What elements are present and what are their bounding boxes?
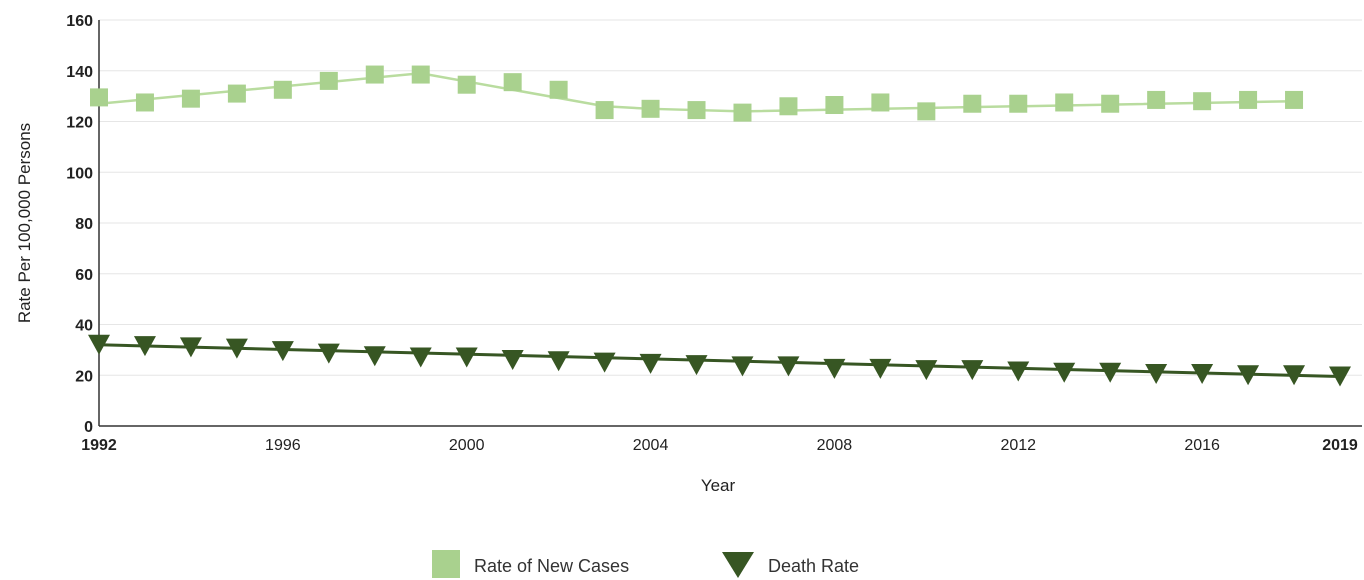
data-point-triangle <box>593 352 616 373</box>
data-point-square <box>90 88 108 107</box>
x-tick-label: 2000 <box>449 437 485 454</box>
data-point-triangle <box>225 338 248 359</box>
x-tick-label: 2016 <box>1184 437 1220 454</box>
data-point-triangle <box>1283 365 1306 386</box>
series-line <box>98 343 1341 379</box>
x-axis-title: Year <box>701 476 736 495</box>
data-point-triangle <box>317 343 340 364</box>
data-point-square <box>1147 90 1166 109</box>
y-tick-label: 100 <box>66 165 93 182</box>
y-tick-label: 160 <box>66 13 93 30</box>
series-lines <box>98 72 1341 379</box>
x-tick-label: 2019 <box>1322 437 1358 454</box>
legend-label: Death Rate <box>768 556 859 576</box>
data-point-triangle <box>547 351 570 372</box>
x-tick-label: 2012 <box>1000 437 1036 454</box>
data-point-square <box>1239 90 1258 109</box>
data-point-triangle <box>823 358 846 379</box>
data-point-triangle <box>685 355 708 376</box>
legend-swatch-square <box>432 550 460 578</box>
data-point-triangle <box>179 337 202 358</box>
data-point-triangle <box>455 347 478 368</box>
data-point-square <box>871 93 890 112</box>
legend-label: Rate of New Cases <box>474 556 629 576</box>
data-point-square <box>1055 93 1074 112</box>
data-point-square <box>549 80 568 99</box>
x-tick-label: 1992 <box>81 437 117 454</box>
x-tick-label: 1996 <box>265 437 301 454</box>
data-point-triangle <box>363 346 386 367</box>
axes <box>98 20 1362 427</box>
y-tick-label: 60 <box>75 267 93 284</box>
data-point-square <box>135 93 154 112</box>
data-point-square <box>319 71 338 90</box>
data-point-square <box>687 101 706 120</box>
data-point-square <box>503 73 522 92</box>
x-tick-label: 2004 <box>633 437 669 454</box>
data-point-square <box>1193 92 1212 111</box>
axis-labels: 0 20 40 60 80 100 120 140 160 1992 1996 2000 2004 200… <box>66 13 1358 454</box>
data-point-triangle <box>1237 365 1260 386</box>
data-point-triangle <box>133 336 156 357</box>
data-point-square <box>963 94 982 113</box>
data-point-square <box>779 97 798 116</box>
data-point-triangle <box>1145 363 1168 384</box>
data-point-square <box>595 101 614 120</box>
data-point-square <box>1101 94 1120 113</box>
data-point-square <box>227 84 246 103</box>
series-markers <box>88 65 1351 387</box>
data-point-square <box>733 103 752 122</box>
data-point-square <box>273 80 292 99</box>
data-point-triangle <box>409 347 432 368</box>
data-point-triangle <box>1099 362 1122 383</box>
data-point-triangle <box>869 358 892 379</box>
data-point-triangle <box>501 350 524 371</box>
data-point-square <box>457 75 476 94</box>
data-point-square <box>1009 94 1028 113</box>
y-tick-label: 20 <box>75 368 93 385</box>
legend: Rate of New Cases Death Rate <box>432 550 859 578</box>
y-tick-label: 0 <box>84 419 93 436</box>
data-point-square <box>181 89 200 108</box>
y-tick-label: 80 <box>75 216 93 233</box>
data-point-square <box>917 102 936 121</box>
data-point-square <box>1285 90 1304 109</box>
data-point-square <box>365 65 384 84</box>
data-point-triangle <box>731 356 754 377</box>
data-point-triangle <box>1053 362 1076 383</box>
data-point-triangle <box>271 341 294 362</box>
data-point-square <box>825 96 844 115</box>
x-tick-label: 2008 <box>817 437 853 454</box>
data-point-triangle <box>1007 361 1030 382</box>
data-point-triangle <box>1191 363 1214 384</box>
data-point-triangle <box>915 360 938 381</box>
legend-swatch-triangle <box>722 552 754 578</box>
data-point-square <box>641 99 660 118</box>
data-point-triangle <box>639 353 662 374</box>
data-point-triangle <box>1329 366 1351 387</box>
data-point-triangle <box>88 334 110 355</box>
grid-lines <box>99 19 1362 376</box>
y-tick-label: 40 <box>75 318 93 335</box>
y-axis-title: Rate Per 100,000 Persons <box>15 123 34 323</box>
y-tick-label: 140 <box>66 64 93 81</box>
data-point-square <box>411 65 430 84</box>
data-point-triangle <box>777 356 800 377</box>
data-point-triangle <box>961 360 984 381</box>
y-tick-label: 120 <box>66 115 93 132</box>
